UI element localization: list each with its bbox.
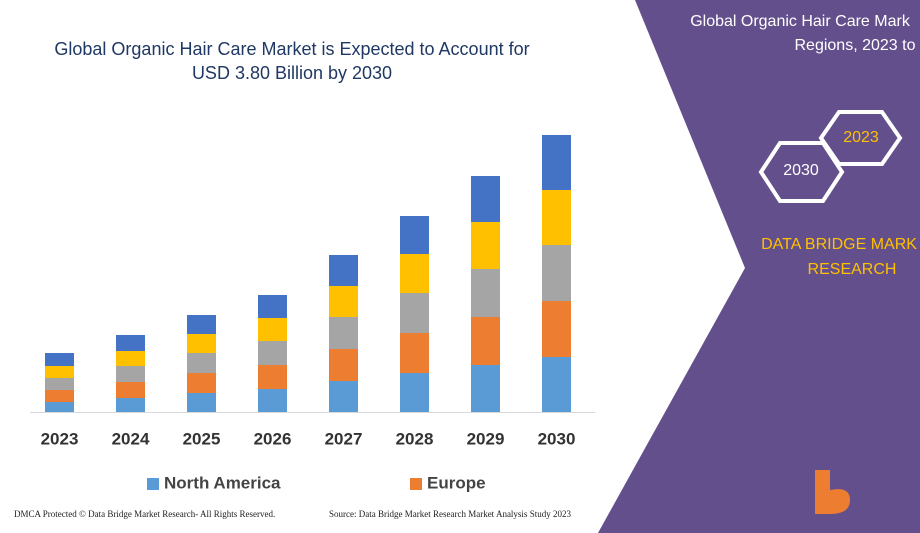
bar-segment	[116, 366, 145, 382]
x-tick-label: 2029	[467, 429, 505, 448]
brand-name: RESEARCH	[808, 261, 897, 278]
bar-segment	[542, 135, 571, 190]
bar-segment	[471, 317, 500, 365]
hexagon-label: 2030	[783, 162, 819, 179]
bar-segment	[187, 393, 216, 412]
legend-swatch	[410, 478, 422, 490]
x-tick-label: 2026	[254, 429, 292, 448]
hexagon	[818, 110, 903, 166]
bar-segment	[471, 176, 500, 222]
hexagon-label: 2023	[843, 129, 879, 146]
chart-title: Global Organic Hair Care Market is Expec…	[54, 39, 529, 59]
x-tick-label: 2028	[396, 429, 434, 448]
chart-title: USD 3.80 Billion by 2030	[192, 63, 392, 83]
logo	[815, 470, 850, 514]
bar-segment	[542, 245, 571, 301]
x-tick-label: 2025	[183, 429, 221, 448]
brand-name: DATA BRIDGE MARK	[761, 236, 917, 253]
bar-segment	[400, 216, 429, 254]
bar-segment	[400, 333, 429, 373]
x-tick-label: 2023	[41, 429, 79, 448]
bar-segment	[400, 373, 429, 412]
footer-right: Source: Data Bridge Market Research Mark…	[329, 509, 571, 519]
x-tick-label: 2027	[325, 429, 363, 448]
bar-segment	[471, 222, 500, 269]
side-panel	[598, 0, 920, 533]
bar-segment	[258, 389, 287, 412]
legend-label: Europe	[427, 473, 486, 492]
bar-segment	[45, 353, 74, 366]
bar-segment	[258, 295, 287, 318]
bar-segment	[329, 317, 358, 349]
bar-segment	[329, 255, 358, 286]
x-tick-label: 2024	[112, 429, 150, 448]
bar-segment	[542, 190, 571, 245]
bar-segment	[400, 254, 429, 293]
bar-segment	[187, 373, 216, 393]
bar-segment	[187, 315, 216, 334]
bar-segment	[45, 366, 74, 378]
bar-segment	[187, 353, 216, 373]
bar-segment	[471, 269, 500, 317]
bar-segment	[542, 357, 571, 412]
hexagon	[758, 141, 845, 203]
bar-segment	[329, 349, 358, 381]
bar-segment	[542, 301, 571, 357]
bar-segment	[258, 341, 287, 365]
bar-segment	[258, 365, 287, 389]
bar-segment	[116, 398, 145, 412]
bar-segment	[45, 402, 74, 412]
legend-swatch	[147, 478, 159, 490]
bar-segment	[45, 378, 74, 390]
bar-segment	[329, 381, 358, 412]
legend-label: North America	[164, 473, 281, 492]
bar-segment	[116, 335, 145, 351]
x-tick-label: 2030	[538, 429, 576, 448]
footer-left: DMCA Protected © Data Bridge Market Rese…	[14, 509, 275, 519]
bar-segment	[329, 286, 358, 317]
panel-heading: Global Organic Hair Care Mark	[690, 13, 911, 30]
bar-segment	[116, 382, 145, 398]
bar-segment	[45, 390, 74, 402]
panel-heading: Regions, 2023 to	[795, 37, 916, 54]
bar-segment	[471, 365, 500, 412]
bar-segment	[400, 293, 429, 333]
bar-segment	[258, 318, 287, 341]
bar-segment	[116, 351, 145, 366]
bar-segment	[187, 334, 216, 353]
